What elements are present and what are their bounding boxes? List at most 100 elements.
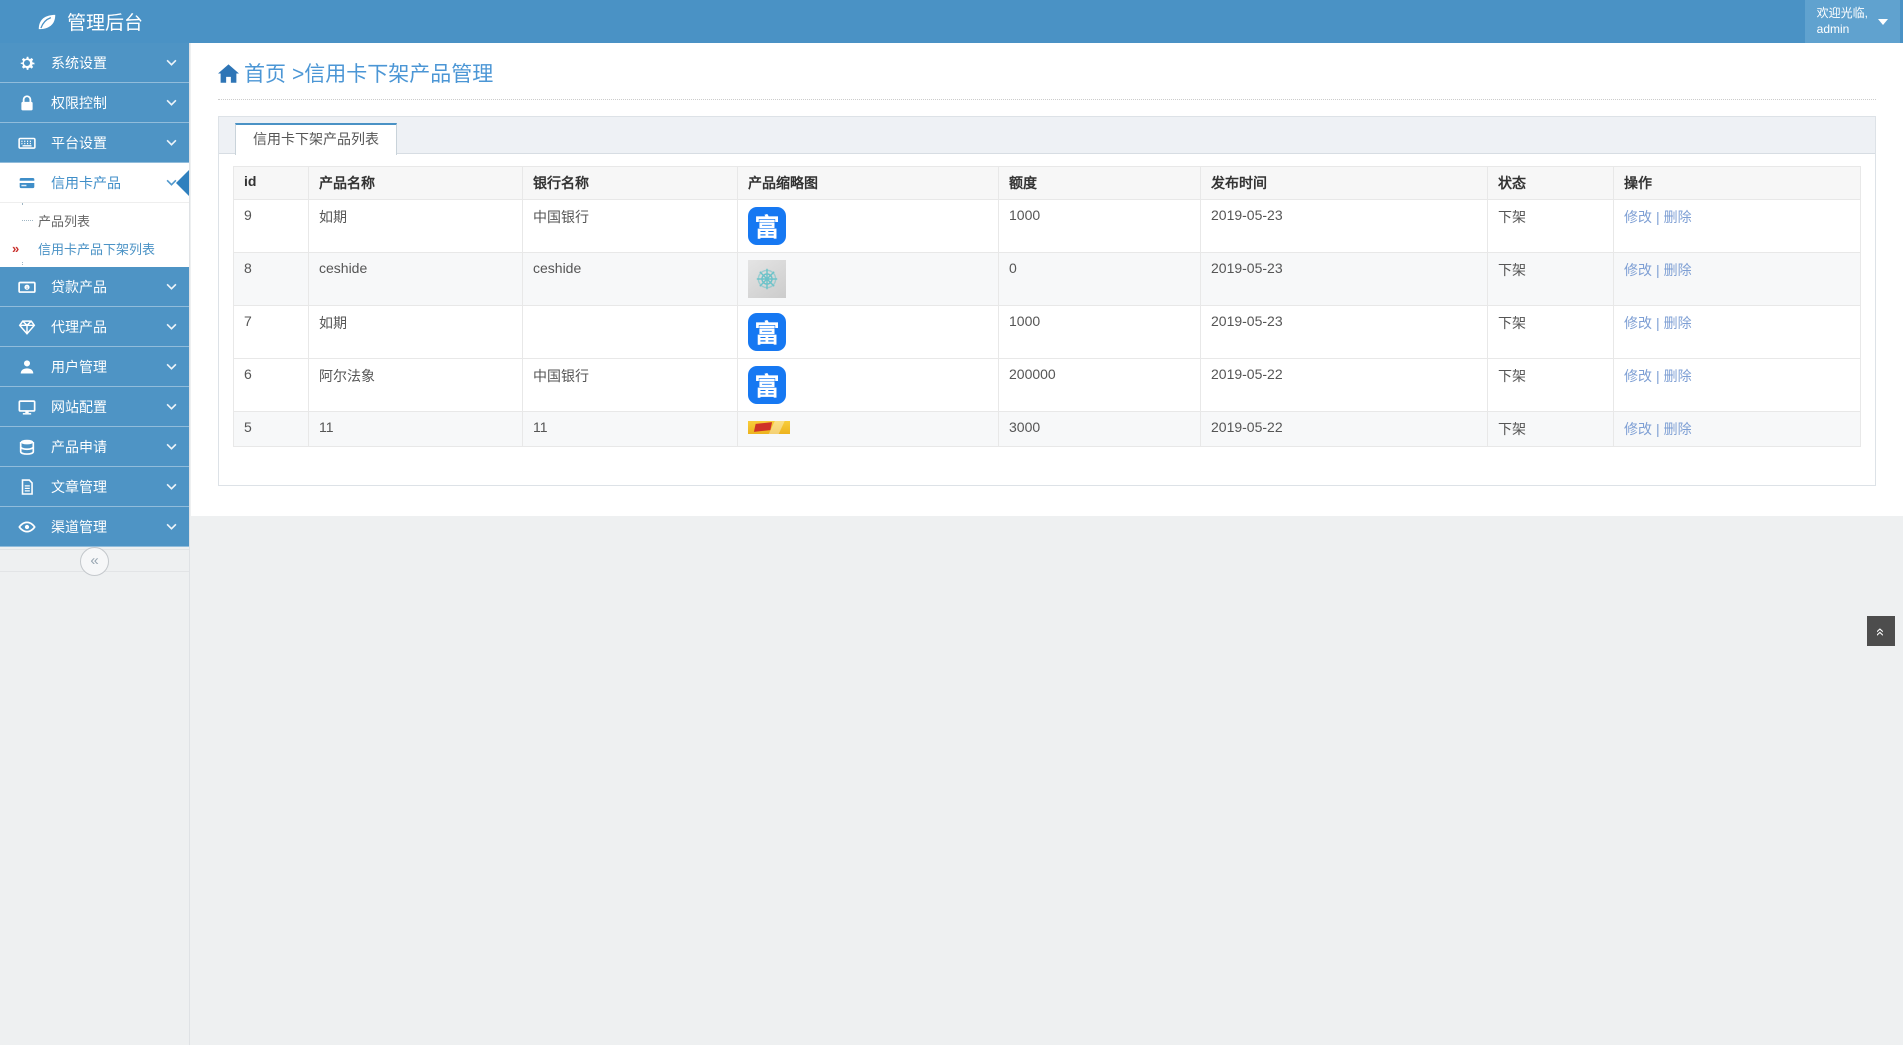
- breadcrumb-home-link[interactable]: 首页: [218, 58, 286, 88]
- sidebar-collapse-button[interactable]: «: [80, 547, 109, 576]
- sidebar-item-platform-settings[interactable]: 平台设置: [0, 123, 189, 163]
- welcome-text: 欢迎光临,: [1816, 5, 1868, 20]
- cell-id: 5: [233, 411, 309, 447]
- sidebar-item-site-config[interactable]: 网站配置: [0, 387, 189, 427]
- sidebar-menu: 系统设置 权限控制 平台设置 信用卡产品: [0, 43, 189, 547]
- products-table: id 产品名称 银行名称 产品缩略图 额度 发布时间 状态 操作 9 如期 中国银行 富 10…: [233, 166, 1861, 447]
- delete-link[interactable]: 删除: [1663, 368, 1692, 384]
- cell-actions: 修改 | 删除: [1613, 252, 1861, 306]
- cell-thumbnail: [737, 252, 999, 306]
- cell-bank-name: 11: [522, 411, 738, 447]
- tab-credit-card-offline-list[interactable]: 信用卡下架产品列表: [235, 123, 397, 155]
- chevron-down-icon: [166, 323, 177, 330]
- sidebar-item-agent-products[interactable]: 代理产品: [0, 307, 189, 347]
- cell-thumbnail: 富: [737, 358, 999, 412]
- cell-quota: 200000: [998, 358, 1201, 412]
- leaf-logo-icon: [36, 12, 58, 32]
- cell-product-name: 如期: [308, 199, 523, 253]
- chevron-down-icon: [166, 483, 177, 490]
- chevron-down-icon: [166, 363, 177, 370]
- chevron-down-icon: [166, 523, 177, 530]
- database-icon: [18, 438, 40, 456]
- table-row: 7 如期 富 1000 2019-05-23 下架 修改 | 删除: [233, 305, 1861, 359]
- cell-quota: 3000: [998, 411, 1201, 447]
- content-area: 首页 >信用卡下架产品管理 信用卡下架产品列表 id 产品名称 银行名称 产品缩略图额…: [191, 43, 1903, 516]
- chevron-down-icon: [166, 99, 177, 106]
- edit-link[interactable]: 修改: [1624, 368, 1652, 384]
- sidebar-collapse-zone: «: [0, 547, 189, 581]
- sidebar-subitem-product-list[interactable]: 产品列表: [0, 206, 189, 234]
- cell-thumbnail: 富: [737, 305, 999, 359]
- column-header: 银行名称: [522, 166, 738, 200]
- sidebar-item-loan-products[interactable]: 1 贷款产品: [0, 267, 189, 307]
- cell-bank-name: 中国银行: [522, 358, 738, 412]
- sidebar-item-product-apply[interactable]: 产品申请: [0, 427, 189, 467]
- cell-status: 下架: [1487, 411, 1614, 447]
- product-thumbnail-badge: 富: [748, 366, 786, 404]
- cell-thumbnail: 富: [737, 199, 999, 253]
- sidebar-item-channel-management[interactable]: 渠道管理: [0, 507, 189, 547]
- chevron-down-icon: [166, 59, 177, 66]
- sidebar-item-permission-control[interactable]: 权限控制: [0, 83, 189, 123]
- delete-link[interactable]: 删除: [1663, 262, 1692, 278]
- cell-actions: 修改 | 删除: [1613, 358, 1861, 412]
- user-icon: [18, 358, 40, 376]
- action-separator: |: [1656, 262, 1660, 278]
- cell-publish-date: 2019-05-23: [1200, 305, 1488, 359]
- action-separator: |: [1656, 209, 1660, 225]
- table-row: 9 如期 中国银行 富 1000 2019-05-23 下架 修改 | 删除: [233, 199, 1861, 253]
- cell-actions: 修改 | 删除: [1613, 305, 1861, 359]
- cell-status: 下架: [1487, 252, 1614, 306]
- cell-actions: 修改 | 删除: [1613, 411, 1861, 447]
- cell-product-name: 阿尔法象: [308, 358, 523, 412]
- delete-link[interactable]: 删除: [1663, 421, 1692, 437]
- chevron-down-icon: [166, 283, 177, 290]
- breadcrumb: 首页 >信用卡下架产品管理: [191, 43, 1903, 99]
- cell-publish-date: 2019-05-22: [1200, 358, 1488, 412]
- diamond-icon: [18, 318, 40, 336]
- panel-body: id 产品名称 银行名称 产品缩略图 额度 发布时间 状态 操作 9 如期 中国银行 富 10…: [219, 154, 1875, 485]
- monitor-icon: [18, 398, 40, 416]
- cell-status: 下架: [1487, 358, 1614, 412]
- sidebar-item-credit-card-products[interactable]: 信用卡产品: [0, 163, 189, 203]
- column-header: 操作: [1613, 166, 1861, 200]
- table-row: 5 11 11 3000 2019-05-22 下架 修改 | 删除: [233, 411, 1861, 447]
- sidebar-item-user-management[interactable]: 用户管理: [0, 347, 189, 387]
- edit-link[interactable]: 修改: [1624, 315, 1652, 331]
- cell-publish-date: 2019-05-23: [1200, 199, 1488, 253]
- action-separator: |: [1656, 315, 1660, 331]
- cell-id: 7: [233, 305, 309, 359]
- breadcrumb-divider: [218, 99, 1876, 100]
- cell-bank-name: 中国银行: [522, 199, 738, 253]
- app-header: 管理后台 欢迎光临, admin: [0, 0, 1903, 43]
- chevron-down-icon: [166, 139, 177, 146]
- delete-link[interactable]: 删除: [1663, 315, 1692, 331]
- cell-id: 8: [233, 252, 309, 306]
- svg-text:1: 1: [26, 284, 29, 289]
- sidebar-subitem-credit-card-offline-list[interactable]: » 信用卡产品下架列表: [0, 234, 189, 262]
- cell-product-name: 如期: [308, 305, 523, 359]
- main-content: 首页 >信用卡下架产品管理 信用卡下架产品列表 id 产品名称 银行名称 产品缩略图额…: [191, 43, 1903, 1045]
- delete-link[interactable]: 删除: [1663, 209, 1692, 225]
- back-to-top-button[interactable]: «: [1867, 616, 1895, 646]
- edit-link[interactable]: 修改: [1624, 262, 1652, 278]
- cell-thumbnail: [737, 411, 999, 447]
- cell-status: 下架: [1487, 199, 1614, 253]
- edit-link[interactable]: 修改: [1624, 421, 1652, 437]
- cell-product-name: ceshide: [308, 252, 523, 306]
- keyboard-icon: [18, 134, 40, 152]
- column-header: 产品名称: [308, 166, 523, 200]
- table-header-row: id 产品名称 银行名称 产品缩略图 额度 发布时间 状态 操作: [233, 166, 1861, 200]
- sidebar-item-article-management[interactable]: 文章管理: [0, 467, 189, 507]
- action-separator: |: [1656, 368, 1660, 384]
- cell-quota: 1000: [998, 305, 1201, 359]
- column-header: id: [233, 166, 309, 200]
- edit-link[interactable]: 修改: [1624, 209, 1652, 225]
- sidebar: 系统设置 权限控制 平台设置 信用卡产品: [0, 43, 190, 1045]
- product-thumbnail-badge: 富: [748, 313, 786, 351]
- breadcrumb-current: >信用卡下架产品管理: [292, 63, 494, 86]
- user-menu[interactable]: 欢迎光临, admin: [1804, 0, 1900, 43]
- products-panel: 信用卡下架产品列表 id 产品名称 银行名称 产品缩略图 额度 发布时间 状态 操作 9 如期…: [218, 116, 1876, 486]
- credit-card-icon: [18, 174, 40, 192]
- sidebar-item-system-settings[interactable]: 系统设置: [0, 43, 189, 83]
